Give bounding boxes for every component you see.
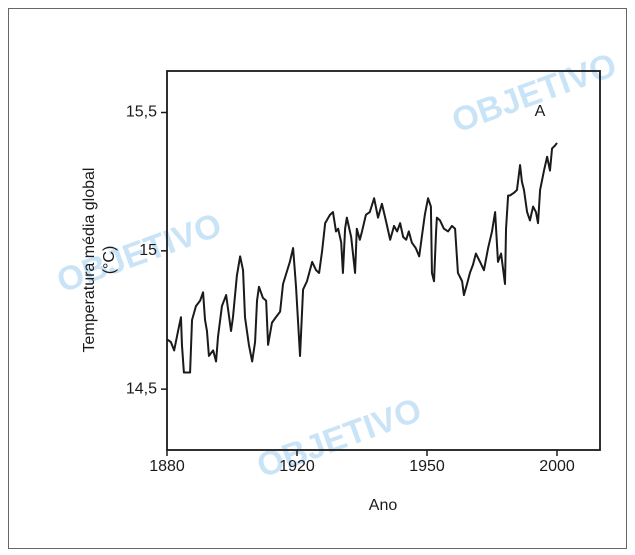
x-axis-label: Ano	[369, 497, 398, 514]
y-axis-label-line: Temperatura média global	[81, 168, 98, 353]
y-tick-label: 15	[139, 242, 157, 259]
watermark: OBJETIVO	[252, 391, 427, 486]
x-tick-label: 1880	[149, 458, 185, 475]
y-tick-label: 15,5	[126, 104, 157, 121]
x-tick-label: 1920	[279, 458, 315, 475]
y-axis-label-line: (°C)	[101, 246, 118, 275]
frame	[8, 8, 627, 549]
y-axis-label: Temperatura média global (°C)	[81, 168, 118, 353]
y-tick-label: 14,5	[126, 380, 157, 397]
x-tick-label: 2000	[539, 458, 575, 475]
plot-frame	[166, 70, 601, 451]
watermark: OBJETIVO	[447, 46, 622, 141]
x-tick-label: 1950	[409, 458, 445, 475]
data-line	[166, 142, 558, 374]
annotation: A	[535, 103, 546, 120]
